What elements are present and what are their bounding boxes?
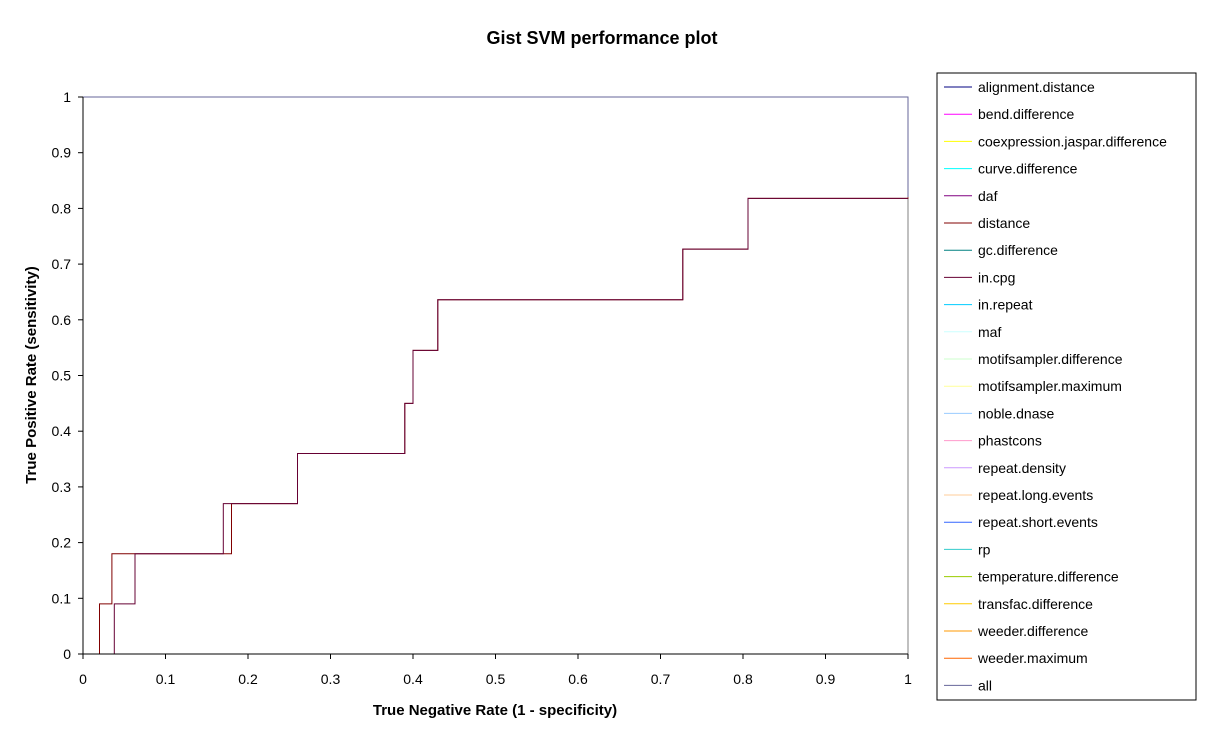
x-tick-label: 0.1: [156, 671, 176, 687]
x-tick-label: 0.3: [321, 671, 341, 687]
x-tick-label: 0.9: [816, 671, 836, 687]
legend-label: distance: [978, 215, 1030, 231]
legend-item: repeat.short.events: [944, 514, 1098, 530]
legend-label: weeder.maximum: [977, 650, 1088, 666]
legend-label: transfac.difference: [978, 596, 1093, 612]
legend-item: repeat.density: [944, 460, 1066, 476]
y-tick-label: 0.5: [52, 368, 72, 384]
legend-item: alignment.distance: [944, 79, 1095, 95]
legend-label: temperature.difference: [978, 569, 1119, 585]
legend-item: phastcons: [944, 433, 1042, 449]
legend-item: transfac.difference: [944, 596, 1093, 612]
legend-box: [936, 72, 1197, 701]
x-tick-label: 0.5: [486, 671, 506, 687]
x-tick-label: 0.4: [403, 671, 423, 687]
y-tick-label: 1: [63, 89, 71, 105]
legend-label: bend.difference: [978, 106, 1074, 122]
legend-label: in.cpg: [978, 269, 1015, 285]
legend-item: coexpression.jaspar.difference: [944, 133, 1167, 149]
y-tick-label: 0.8: [52, 200, 72, 216]
legend-item: maf: [944, 324, 1001, 340]
legend-label: repeat.density: [978, 460, 1066, 476]
x-tick-label: 0: [79, 671, 87, 687]
x-tick-label: 0.6: [568, 671, 588, 687]
legend: alignment.distance bend.difference coexpre…: [936, 72, 1197, 701]
legend-item: all: [944, 677, 992, 693]
x-tick-label: 1: [904, 671, 912, 687]
y-tick-label: 0.4: [52, 423, 72, 439]
legend-item: temperature.difference: [944, 569, 1119, 585]
y-tick-label: 0.6: [52, 312, 72, 328]
y-tick-label: 0: [63, 646, 71, 662]
y-tick-label: 0.3: [52, 479, 72, 495]
legend-label: in.repeat: [978, 297, 1033, 313]
series-line-in-cpg: [113, 197, 908, 654]
legend-item: bend.difference: [944, 106, 1074, 122]
y-tick-label: 0.1: [52, 590, 72, 606]
y-axis-title: True Positive Rate (sensitivity): [23, 266, 40, 484]
legend-label: motifsampler.difference: [978, 351, 1123, 367]
y-tick-label: 0.9: [52, 145, 72, 161]
legend-label: alignment.distance: [978, 79, 1095, 95]
legend-item: rp: [944, 541, 991, 557]
legend-item: weeder.maximum: [944, 650, 1088, 666]
legend-item: noble.dnase: [944, 405, 1055, 421]
y-axis-ticks: 0 0.1 0.2 0.3 0.4 0.5 0.6 0.7 0.8 0.9 1: [52, 89, 83, 662]
legend-label: rp: [978, 541, 991, 557]
x-axis-title: True Negative Rate (1 - specificity): [373, 702, 617, 719]
legend-item: in.repeat: [944, 297, 1033, 313]
legend-item: repeat.long.events: [944, 487, 1093, 503]
legend-label: repeat.long.events: [978, 487, 1093, 503]
legend-label: all: [978, 677, 992, 693]
legend-label: daf: [978, 188, 998, 204]
legend-label: phastcons: [978, 433, 1042, 449]
x-tick-label: 0.2: [238, 671, 258, 687]
x-tick-label: 0.8: [733, 671, 753, 687]
legend-label: coexpression.jaspar.difference: [978, 133, 1167, 149]
y-tick-label: 0.7: [52, 256, 72, 272]
legend-label: repeat.short.events: [978, 514, 1098, 530]
legend-label: weeder.difference: [977, 623, 1088, 639]
chart-title: Gist SVM performance plot: [486, 28, 717, 48]
legend-item: weeder.difference: [944, 623, 1088, 639]
x-axis-ticks: 0 0.1 0.2 0.3 0.4 0.5 0.6 0.7 0.8 0.9 1: [79, 654, 912, 687]
legend-item: curve.difference: [944, 161, 1078, 177]
legend-item: daf: [944, 188, 998, 204]
legend-label: gc.difference: [978, 242, 1058, 258]
legend-label: curve.difference: [978, 161, 1078, 177]
legend-item: gc.difference: [944, 242, 1058, 258]
x-tick-label: 0.7: [651, 671, 671, 687]
legend-item: in.cpg: [944, 269, 1015, 285]
legend-item: motifsampler.maximum: [944, 378, 1122, 394]
plot-area: [82, 96, 909, 655]
legend-label: motifsampler.maximum: [978, 378, 1122, 394]
legend-item: motifsampler.difference: [944, 351, 1123, 367]
legend-label: maf: [978, 324, 1001, 340]
plot-frame: [82, 96, 909, 655]
legend-item: distance: [944, 215, 1030, 231]
y-tick-label: 0.2: [52, 535, 72, 551]
legend-label: noble.dnase: [978, 405, 1055, 421]
